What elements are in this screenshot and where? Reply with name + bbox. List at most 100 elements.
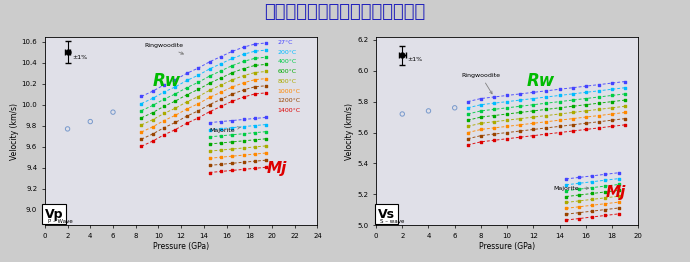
Point xyxy=(586,180,598,184)
Point xyxy=(541,89,552,93)
Point xyxy=(586,185,598,190)
Point xyxy=(528,109,539,113)
Point xyxy=(554,87,565,91)
Point xyxy=(560,183,571,187)
Point xyxy=(238,52,249,56)
Point xyxy=(261,41,272,45)
Point xyxy=(574,199,585,203)
Point xyxy=(227,71,238,75)
Point xyxy=(227,92,238,96)
Point xyxy=(541,107,552,111)
Point xyxy=(249,159,260,163)
Point xyxy=(249,92,260,96)
Point xyxy=(502,118,513,122)
Point xyxy=(108,110,119,114)
Point xyxy=(580,115,591,119)
Point xyxy=(574,205,585,209)
Text: Vs: Vs xyxy=(378,208,395,221)
Point xyxy=(613,182,624,187)
Point xyxy=(238,74,249,78)
Point xyxy=(489,120,500,124)
Point xyxy=(580,90,591,94)
Point xyxy=(136,94,147,99)
Point xyxy=(261,122,272,127)
Point xyxy=(600,196,611,200)
Point xyxy=(620,86,631,90)
Point xyxy=(607,112,618,116)
Point xyxy=(204,156,215,160)
Point xyxy=(249,49,260,53)
Point xyxy=(170,92,181,96)
Point xyxy=(586,197,598,201)
Point xyxy=(593,107,604,111)
Point xyxy=(261,77,272,81)
Point xyxy=(607,100,618,104)
Point xyxy=(261,48,272,52)
Point xyxy=(193,80,204,84)
Point xyxy=(181,85,193,90)
Point xyxy=(261,165,272,169)
Point xyxy=(593,83,604,87)
Point xyxy=(227,147,238,151)
Point xyxy=(193,66,204,70)
Point xyxy=(62,127,73,131)
Point xyxy=(515,92,526,96)
Point xyxy=(249,130,260,135)
Point xyxy=(423,109,434,113)
Point xyxy=(136,116,147,120)
Point xyxy=(586,209,598,213)
Point xyxy=(193,95,204,99)
Y-axis label: Velocity (km/s): Velocity (km/s) xyxy=(10,102,19,160)
Point xyxy=(567,110,578,114)
Point xyxy=(567,92,578,96)
Point xyxy=(580,103,591,107)
Point xyxy=(261,84,272,88)
Point xyxy=(249,70,260,75)
Point xyxy=(147,96,158,100)
Point xyxy=(502,124,513,128)
Point xyxy=(193,73,204,77)
Point xyxy=(462,106,473,110)
Point xyxy=(193,88,204,92)
Point xyxy=(215,76,226,80)
Text: 400°C: 400°C xyxy=(277,59,297,64)
Point xyxy=(449,106,460,110)
Point xyxy=(238,160,249,164)
Point xyxy=(620,104,631,108)
Point xyxy=(204,88,215,92)
Point xyxy=(528,134,539,138)
Y-axis label: Velocity (km/s): Velocity (km/s) xyxy=(346,102,355,160)
Text: 600°C: 600°C xyxy=(277,69,297,74)
Point xyxy=(600,190,611,194)
Point xyxy=(159,104,170,108)
Point xyxy=(515,98,526,102)
Point xyxy=(170,78,181,82)
Point xyxy=(227,56,238,61)
Point xyxy=(249,166,260,170)
Point xyxy=(600,178,611,182)
Text: Ringwoodite: Ringwoodite xyxy=(461,73,500,94)
Point xyxy=(147,125,158,129)
Point xyxy=(462,124,473,128)
Point xyxy=(586,203,598,207)
Point xyxy=(574,187,585,191)
Point xyxy=(554,112,565,116)
Point xyxy=(170,99,181,103)
Point xyxy=(554,118,565,122)
Point xyxy=(249,63,260,68)
Text: 1200°C: 1200°C xyxy=(277,98,301,103)
Point xyxy=(238,67,249,71)
Point xyxy=(600,208,611,212)
Text: Mj: Mj xyxy=(606,185,626,200)
Point xyxy=(215,148,226,152)
Point xyxy=(600,213,611,217)
Point xyxy=(136,108,147,113)
Point xyxy=(136,130,147,134)
Point xyxy=(560,212,571,216)
Point xyxy=(147,139,158,143)
Point xyxy=(475,140,486,144)
Point xyxy=(593,89,604,93)
Point xyxy=(215,104,226,108)
Point xyxy=(261,129,272,134)
Point xyxy=(586,215,598,219)
